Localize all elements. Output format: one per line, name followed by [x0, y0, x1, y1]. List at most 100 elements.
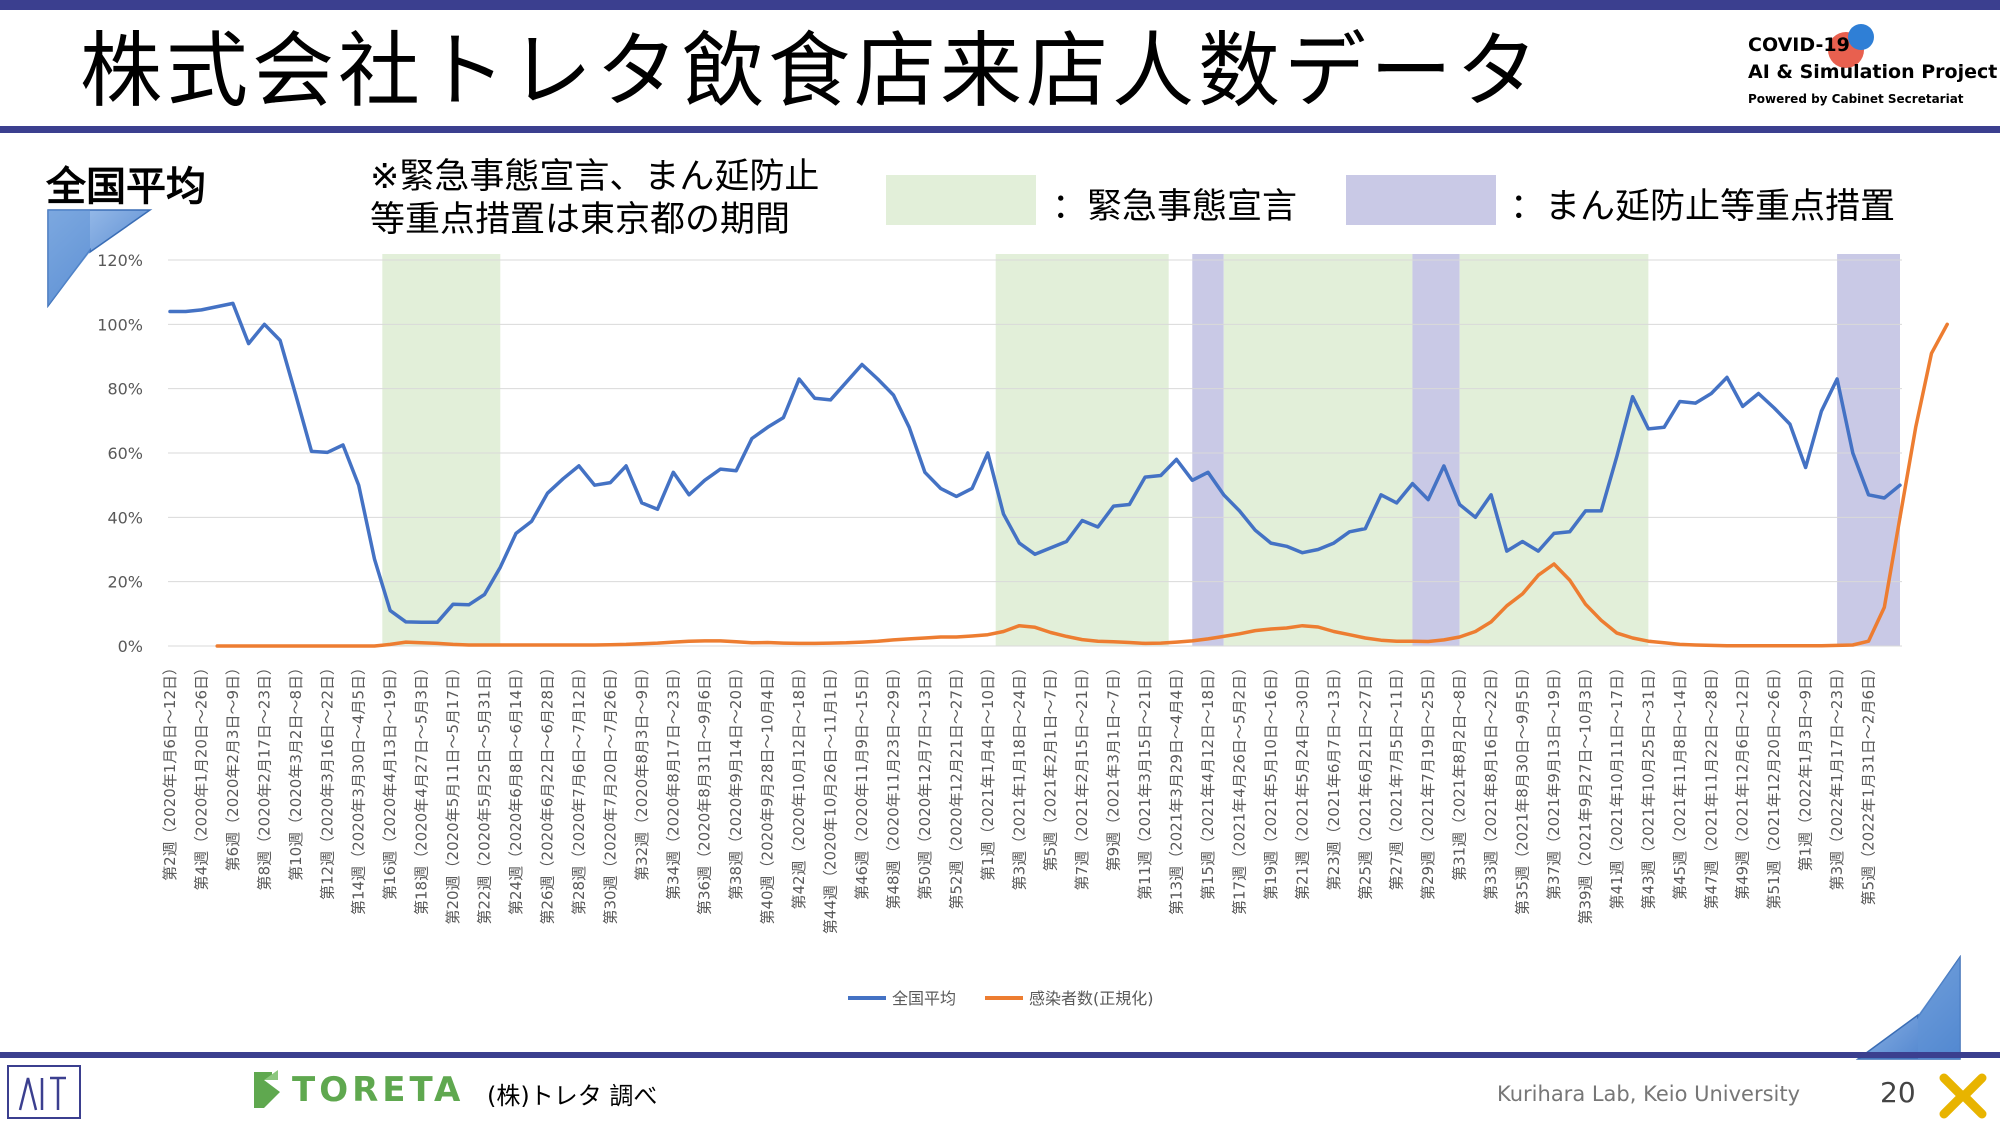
y-tick-label: 20% — [107, 573, 143, 592]
x-tick-label: 第5週（2021年2月1日～7日） — [1042, 660, 1060, 871]
x-tick-label: 第18週（2020年4月27日～5月3日） — [413, 660, 431, 915]
toreta-logo: TORETA — [248, 1068, 460, 1112]
x-tick-label: 第46週（2020年11月9日～15日） — [853, 660, 871, 900]
y-tick-label: 0% — [118, 637, 143, 656]
cross-mark-icon — [1939, 1073, 1987, 1119]
x-tick-label: 第32週（2020年8月3日～9日） — [633, 660, 651, 881]
legend-manen-swatch — [1346, 175, 1496, 225]
lab-credit: Kurihara Lab, Keio University — [1497, 1082, 1801, 1106]
x-tick-label: 第38週（2020年9月14日～20日） — [727, 660, 745, 900]
band-manen-4 — [1412, 254, 1460, 646]
legend-manen-label: ：まん延防止等重点措置 — [1510, 187, 1896, 227]
series-line-1 — [215, 322, 1949, 648]
logo-blue-dot — [1848, 24, 1874, 50]
x-tick-label: 第42週（2020年10月12日～18日） — [790, 660, 808, 910]
footer-divider — [0, 1052, 2000, 1058]
x-tick-label: 第44週（2020年10月26日～11月1日） — [822, 660, 840, 934]
x-tick-label: 第52週（2020年12月21日～27日） — [947, 660, 965, 910]
x-tick-label: 第20週（2020年5月11日～5月17日） — [444, 660, 462, 925]
x-tick-label: 第21週（2021年5月24日～30日） — [1293, 660, 1311, 900]
visitor-chart: 0% 20% 40% 60% 80% 100% 120% 第2週（2020年1月6日～12日… — [97, 251, 1949, 1008]
x-tick-label: 第3週（2021年1月18日～24日） — [1010, 660, 1028, 890]
section-label: 全国平均 — [46, 164, 206, 210]
y-tick-label: 100% — [97, 315, 143, 334]
band-manen-6 — [1837, 254, 1900, 646]
corner-arrow-bottom-right — [1856, 955, 1961, 1060]
x-tick-label: 第13週（2021年3月29日～4月4日） — [1168, 660, 1186, 915]
note-line1: ※緊急事態宣言、まん延防止 — [370, 157, 820, 197]
x-tick-label: 第39週（2021年9月27日～10月3日） — [1576, 660, 1594, 925]
x-tick-label: 第4週（2020年1月20日～26日） — [192, 660, 210, 890]
x-tick-label: 第23週（2021年6月7日～13日） — [1325, 660, 1343, 890]
x-tick-label: 第27週（2021年7月5日～11日） — [1388, 660, 1406, 890]
x-tick-label: 第12週（2020年3月16日～22日） — [318, 660, 336, 900]
university-logo-icon — [7, 1065, 81, 1119]
x-tick-label: 第33週（2021年8月16日～22日） — [1482, 660, 1500, 900]
series-line-0 — [168, 301, 1902, 624]
legend-entry-1: 感染者数(正規化) — [1029, 989, 1154, 1008]
band-manen-2 — [1192, 254, 1224, 646]
x-tick-label: 第40週（2020年9月28日～10月4日） — [759, 660, 777, 925]
band-emergency-1 — [995, 254, 1169, 646]
y-tick-label: 60% — [107, 444, 143, 463]
x-tick-label: 第6週（2020年2月3日～9日） — [224, 660, 242, 871]
x-tick-label: 第30週（2020年7月20日～7月26日） — [601, 660, 619, 925]
x-tick-label: 第48週（2020年11月23日～29日） — [884, 660, 902, 910]
source-note: (株)トレタ 調べ — [487, 1082, 658, 1110]
x-tick-label: 第35週（2021年8月30日～9月5日） — [1514, 660, 1532, 915]
logo-line1: COVID-19 — [1748, 34, 1850, 56]
logo-line3: Powered by Cabinet Secretariat — [1748, 92, 1964, 106]
x-tick-label: 第43週（2021年10月25日～31日） — [1639, 660, 1657, 910]
x-tick-label: 第2週（2020年1月6日～12日） — [161, 660, 179, 881]
x-tick-label: 第31週（2021年8月2日～8日） — [1451, 660, 1469, 881]
x-tick-label: 第15週（2021年4月12日～18日） — [1199, 660, 1217, 900]
note-line2: 等重点措置は東京都の期間 — [370, 200, 791, 240]
x-tick-label: 第17週（2021年4月26日～5月2日） — [1230, 660, 1248, 915]
x-tick-label: 第29週（2021年7月19日～25日） — [1419, 660, 1437, 900]
y-tick-label: 80% — [107, 380, 143, 399]
x-tick-label: 第51週（2021年12月20日～26日） — [1765, 660, 1783, 910]
x-tick-label: 第47週（2021年11月22日～28日） — [1702, 660, 1720, 910]
band-emergency-3 — [1223, 254, 1413, 646]
x-tick-label: 第1週（2022年1月3日～9日） — [1797, 660, 1815, 871]
x-tick-label: 第25週（2021年6月21日～27日） — [1356, 660, 1374, 900]
x-tick-label: 第3週（2022年1月17日～23日） — [1828, 660, 1846, 890]
x-tick-label: 第14週（2020年3月30日～4月5日） — [350, 660, 368, 915]
band-emergency-0 — [382, 254, 501, 646]
covid-ai-logo: COVID-19 AI & Simulation Project Powered… — [1748, 24, 1997, 114]
y-tick-label: 120% — [97, 251, 143, 270]
note-text: ※緊急事態宣言、まん延防止 等重点措置は東京都の期間 — [370, 156, 819, 242]
x-tick-label: 第36週（2020年8月31日～9月6日） — [696, 660, 714, 915]
x-tick-label: 第19週（2021年5月10日～16日） — [1262, 660, 1280, 900]
title-divider — [0, 126, 2000, 133]
x-tick-label: 第41週（2021年10月11日～17日） — [1608, 660, 1626, 910]
x-tick-label: 第45週（2021年11月8日～14日） — [1671, 660, 1689, 900]
legend-entry-0: 全国平均 — [892, 989, 956, 1008]
x-tick-label: 第7週（2021年2月15日～21日） — [1073, 660, 1091, 890]
x-tick-label: 第37週（2021年9月13日～19日） — [1545, 660, 1563, 900]
x-tick-label: 第8週（2020年2月17日～23日） — [255, 660, 273, 890]
x-tick-label: 第16週（2020年4月13日～19日） — [381, 660, 399, 900]
corner-arrow-top-left — [47, 209, 153, 308]
x-tick-label: 第28週（2020年7月6日～7月12日） — [570, 660, 588, 915]
x-tick-label: 第22週（2020年5月25日～5月31日） — [476, 660, 494, 925]
x-tick-label: 第9週（2021年3月1日～7日） — [1105, 660, 1123, 871]
top-accent-bar — [0, 0, 2000, 10]
slide-title: 株式会社トレタ飲食店来店人数データ — [80, 24, 1543, 119]
x-tick-label: 第34週（2020年8月17日～23日） — [664, 660, 682, 900]
x-tick-label: 第5週（2022年1月31日～2月6日） — [1860, 660, 1878, 905]
y-tick-label: 40% — [107, 508, 143, 527]
page-number: 20 — [1880, 1076, 1916, 1109]
x-tick-label: 第50週（2020年12月7日～13日） — [916, 660, 934, 900]
x-tick-label: 第49週（2021年12月6日～12日） — [1734, 660, 1752, 900]
legend-emergency-swatch — [886, 175, 1036, 225]
x-tick-label: 第24週（2020年6月8日～6月14日） — [507, 660, 525, 915]
toreta-leaf-icon — [254, 1070, 280, 1108]
legend-emergency-label: ：緊急事態宣言 — [1052, 187, 1298, 227]
toreta-logo-text: TORETA — [292, 1070, 465, 1110]
x-tick-label: 第10週（2020年3月2日～8日） — [287, 660, 305, 881]
x-tick-label: 第26週（2020年6月22日～6月28日） — [538, 660, 556, 925]
x-tick-label: 第1週（2021年1月4日～10日） — [979, 660, 997, 881]
logo-line2: AI & Simulation Project — [1748, 61, 1998, 83]
x-tick-label: 第11週（2021年3月15日～21日） — [1136, 660, 1154, 900]
